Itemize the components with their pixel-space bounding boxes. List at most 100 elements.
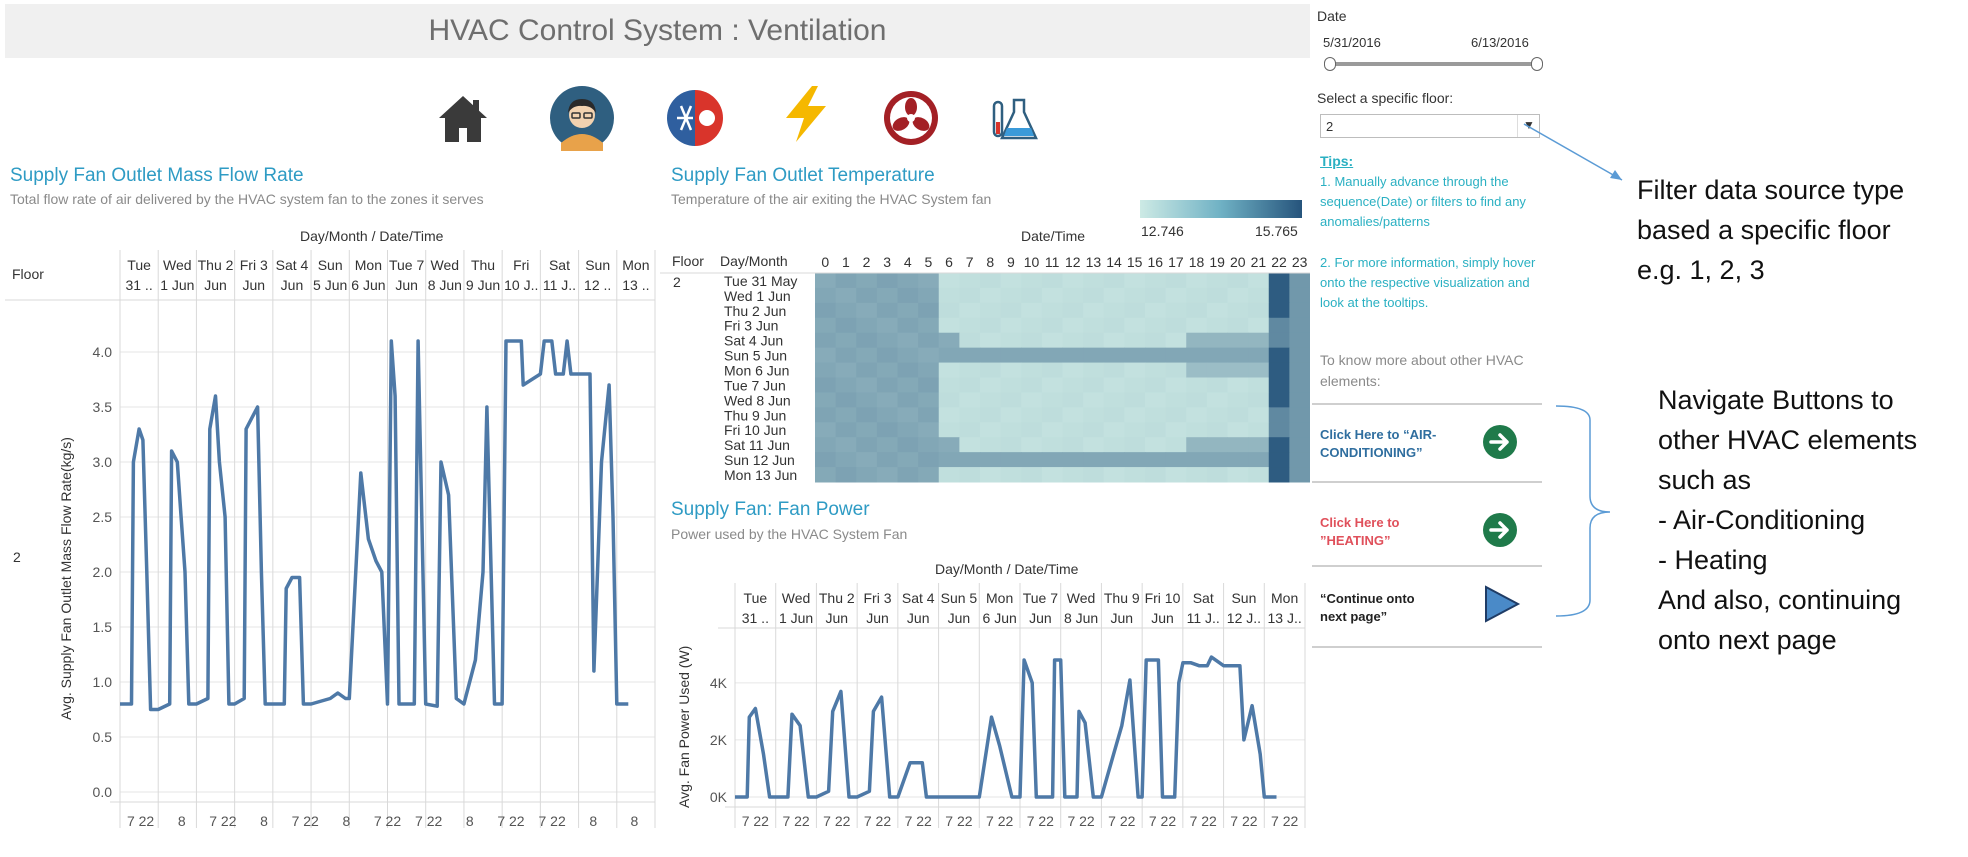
temperature-heatmap[interactable]: 0 1 2 3 4 5 6 7 8 9 10 11 12 13 14 15 16 17 18 19 20 21 22 23Tu… <box>660 245 1310 485</box>
home-icon[interactable] <box>435 90 491 146</box>
heatmap-hour-label: 3 <box>883 254 891 270</box>
heatmap-cell <box>1145 332 1167 349</box>
floor-dropdown[interactable]: 2 ▼ <box>1320 114 1540 138</box>
heatmap-cell <box>1021 452 1043 468</box>
heatmap-cell <box>980 273 1002 289</box>
heatmap-cell <box>897 302 919 319</box>
heatmap-row-label: Mon 13 Jun <box>724 467 797 483</box>
chevron-down-icon[interactable]: ▼ <box>1523 118 1535 132</box>
heatmap-cell <box>1083 422 1105 438</box>
heatmap-hour-label: 20 <box>1230 254 1246 270</box>
fan-power-title: Supply Fan: Fan Power <box>671 499 870 520</box>
heatmap-cell <box>1289 347 1310 364</box>
heatmap-hour-label: 19 <box>1209 254 1225 270</box>
heatmap-cell <box>959 437 981 453</box>
temperature-daymonth-header: Day/Month <box>720 253 788 269</box>
tip-2: 2. For more information, simply hover on… <box>1320 255 1536 310</box>
heatmap-cell <box>876 437 898 453</box>
heatmap-cell <box>835 407 857 423</box>
heatmap-cell <box>938 467 960 483</box>
heatmap-cell <box>815 273 837 289</box>
heatmap-cell <box>1206 317 1228 334</box>
heatmap-cell <box>918 347 940 364</box>
heatmap-cell <box>1289 377 1310 393</box>
heatmap-cell <box>1000 467 1022 483</box>
date-slider-start-handle[interactable] <box>1324 57 1336 71</box>
heatmap-cell <box>959 302 981 319</box>
heatmap-cell <box>1289 392 1310 408</box>
heatmap-cell <box>1000 347 1022 364</box>
person-avatar-icon[interactable] <box>549 85 615 151</box>
heatmap-cell <box>1206 422 1228 438</box>
heatmap-cell <box>1165 347 1187 364</box>
heatmap-cell <box>1021 347 1043 364</box>
fp-ytick-label: 0K <box>710 789 728 805</box>
heatmap-cell <box>1186 422 1208 438</box>
legend-max: 15.765 <box>1255 223 1298 239</box>
heatmap-cell <box>1021 332 1043 349</box>
heatmap-cell <box>876 392 898 408</box>
mf-ytick-label: 3.5 <box>93 399 113 415</box>
heatmap-cell <box>815 407 837 423</box>
lab-flask-icon[interactable] <box>990 96 1040 142</box>
heatmap-cell <box>1062 467 1084 483</box>
date-start: 5/31/2016 <box>1323 35 1381 50</box>
arrow-right-circle-icon[interactable] <box>1482 424 1518 460</box>
heatmap-cell <box>1165 362 1187 378</box>
heatmap-cell <box>1021 422 1043 438</box>
fan-power-chart[interactable]: 0K 2K 4K Tue 31 .. Wed 1 Jun Thu 2 Jun Fri 3 Jun Sa… <box>660 0 1310 857</box>
air-conditioning-button[interactable]: Click Here to “AIR- CONDITIONING” <box>1312 408 1542 476</box>
continue-next-page-button[interactable]: “Continue onto next page” <box>1312 572 1542 640</box>
heatmap-cell <box>856 467 878 483</box>
heatmap-cell <box>1041 377 1063 393</box>
heatmap-hour-label: 18 <box>1189 254 1205 270</box>
heatmap-cell <box>835 392 857 408</box>
heatmap-cell <box>835 347 857 364</box>
mf-ytick-label: 1.5 <box>93 619 113 635</box>
play-triangle-icon[interactable] <box>1482 584 1522 624</box>
temperature-subtitle: Temperature of the air exiting the HVAC … <box>671 191 992 207</box>
mf-xtick-label: 8 <box>466 813 474 829</box>
fan-icon[interactable] <box>882 89 940 147</box>
heatmap-cell <box>897 377 919 393</box>
mass-flow-chart[interactable]: 0.0 0.5 1.0 1.5 2.0 2.5 3.0 3.5 4.0 Tue 31 .. Wed 1 … <box>0 0 660 857</box>
heatmap-cell <box>897 467 919 483</box>
heating-button[interactable]: Click Here to ”HEATING” <box>1312 496 1542 564</box>
heatmap-cell <box>959 467 981 483</box>
heatmap-cell <box>835 287 857 304</box>
filter-annotation: Filter data source type based a specific… <box>1637 175 1905 285</box>
fp-series-line <box>735 655 1277 799</box>
heatmap-cell <box>938 332 960 349</box>
heatmap-cell <box>1083 437 1105 453</box>
heatmap-cell <box>1145 392 1167 408</box>
date-slider-track[interactable] <box>1328 62 1536 66</box>
mf-ytick-label: 0.5 <box>93 729 113 745</box>
date-slider-end-handle[interactable] <box>1531 57 1543 71</box>
fp-day-label-line2: 13 J.. <box>1268 610 1302 626</box>
heatmap-cell <box>918 437 940 453</box>
heatmap-cell <box>856 422 878 438</box>
heatmap-hour-label: 17 <box>1168 254 1184 270</box>
hot-cold-icon[interactable] <box>663 86 727 150</box>
heatmap-cell <box>1289 452 1310 468</box>
heatmap-cell <box>980 422 1002 438</box>
heatmap-cell <box>1083 347 1105 364</box>
fp-day-label-line1: Mon <box>1271 590 1298 606</box>
title-bar: HVAC Control System : Ventilation <box>5 4 1310 58</box>
heatmap-cell <box>980 392 1002 408</box>
heatmap-cell <box>1145 422 1167 438</box>
heatmap-cell <box>1227 452 1249 468</box>
heatmap-cell <box>835 273 857 289</box>
mf-ytick-label: 2.5 <box>93 509 113 525</box>
fp-day-label-line1: Sat <box>1193 590 1214 606</box>
lightning-icon[interactable] <box>780 84 832 144</box>
arrow-right-circle-icon[interactable] <box>1482 512 1518 548</box>
floor-dropdown-value: 2 <box>1326 119 1334 134</box>
mf-day-label-line2: 31 .. <box>125 277 152 293</box>
heatmap-cell <box>959 422 981 438</box>
heatmap-cell <box>1062 377 1084 393</box>
heatmap-cell <box>1124 452 1146 468</box>
date-end: 6/13/2016 <box>1471 35 1529 50</box>
heatmap-cell <box>1021 392 1043 408</box>
mf-xtick-label: 8 <box>260 813 268 829</box>
